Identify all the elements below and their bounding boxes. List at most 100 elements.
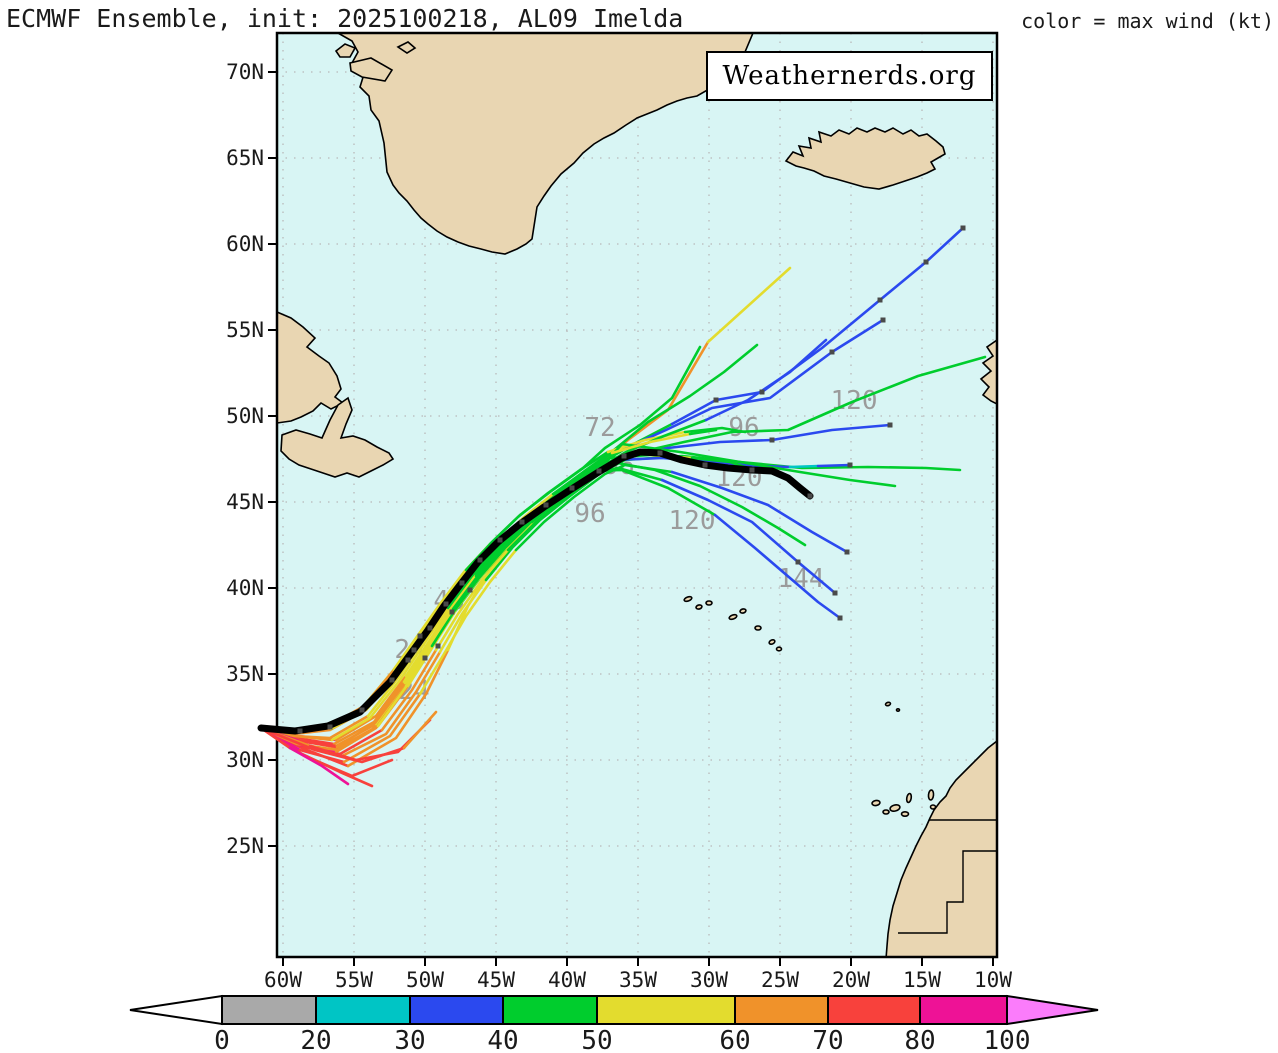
island <box>900 810 910 817</box>
map-frame <box>268 31 999 966</box>
track-marker <box>749 467 755 473</box>
colorbar-tick-label: 100 <box>983 1026 1031 1053</box>
ensemble-member-track <box>670 470 849 554</box>
lon-tick-label: 60W <box>264 968 302 992</box>
ensemble-member-track <box>706 266 792 344</box>
lat-tick-label: 50N <box>226 404 264 428</box>
lon-tick-label: 20W <box>832 968 870 992</box>
island <box>905 792 913 804</box>
lat-tick-label: 25N <box>226 834 264 858</box>
track-marker <box>769 437 775 443</box>
lon-tick-label: 15W <box>903 968 941 992</box>
lon-tick-label: 50W <box>406 968 444 992</box>
ensemble-member-track <box>606 430 687 454</box>
lon-tick-label: 40W <box>548 968 586 992</box>
colorbar-band <box>315 995 411 1025</box>
ensemble-member-track <box>335 681 407 749</box>
colorbar-tick-label: 30 <box>394 1026 426 1053</box>
colorbar-band <box>734 995 829 1025</box>
greenland-island <box>349 57 394 82</box>
ensemble-member-track <box>297 739 339 749</box>
track-marker <box>713 397 719 403</box>
track-marker <box>807 493 813 499</box>
track-marker <box>657 450 663 456</box>
track-marker <box>497 537 503 543</box>
track-marker <box>795 559 801 565</box>
colorbar-tick-label: 20 <box>300 1026 332 1053</box>
colorbar-tick-label: 0 <box>214 1026 230 1053</box>
ensemble-tracks <box>257 226 987 788</box>
newfoundland <box>280 396 395 478</box>
hour-label: 96 <box>574 499 605 529</box>
ensemble-member-track <box>484 355 987 582</box>
ensemble-member-track <box>346 648 450 768</box>
ensemble-member-track <box>446 468 717 610</box>
ensemble-member-track <box>332 680 406 746</box>
track-marker <box>459 580 465 586</box>
lon-tick-label: 55W <box>335 968 373 992</box>
ensemble-member-track <box>259 726 406 764</box>
colorbar-tick-label: 70 <box>812 1026 844 1053</box>
ensemble-member-track <box>551 451 614 496</box>
island <box>728 613 738 621</box>
ensemble-member-track <box>330 606 450 742</box>
ensemble-member-track <box>438 578 488 654</box>
lon-tick-label: 45W <box>477 968 515 992</box>
track-marker <box>880 317 886 323</box>
island <box>683 595 693 603</box>
island <box>739 608 747 614</box>
track-marker <box>621 453 627 459</box>
ensemble-member-track <box>402 710 438 750</box>
island <box>927 789 935 801</box>
ensemble-member-track <box>610 432 692 455</box>
lat-tick-label: 35N <box>226 662 264 686</box>
ensemble-member-track <box>506 460 807 552</box>
small-islands <box>683 595 937 817</box>
island <box>695 604 703 610</box>
ensemble-member-track <box>683 426 747 434</box>
wind-colorbar <box>129 994 1099 1026</box>
lat-tick-label: 30N <box>226 748 264 772</box>
track-marker <box>832 590 838 596</box>
track-marker <box>449 609 455 615</box>
lon-tick-label: 30W <box>690 968 728 992</box>
hour-label: 72 <box>584 413 615 443</box>
island <box>889 804 901 812</box>
ensemble-member-track <box>298 748 346 764</box>
greenland-island <box>334 43 357 58</box>
legend-note: color = max wind (kt) <box>1021 9 1274 33</box>
colorbar-band <box>409 995 504 1025</box>
ensemble-member-track <box>380 648 438 732</box>
track-marker <box>422 655 428 661</box>
greenland <box>336 33 754 255</box>
track-marker <box>887 422 893 428</box>
colorbar-right-arrow <box>1006 994 1099 1026</box>
island <box>871 799 881 807</box>
ensemble-member-track <box>788 464 820 469</box>
track-marker <box>759 389 765 395</box>
colorbar-band <box>502 995 598 1025</box>
track-marker <box>569 485 575 491</box>
lat-tick-label: 70N <box>226 60 264 84</box>
track-marker <box>837 615 843 621</box>
lat-tick-label: 45N <box>226 490 264 514</box>
island <box>705 600 713 606</box>
africa-borders <box>898 819 997 934</box>
track-marker <box>467 587 473 593</box>
lat-tick-label: 55N <box>226 318 264 342</box>
colorbar-band <box>919 995 1008 1025</box>
track-marker <box>443 601 449 607</box>
colorbar-tick-label: 60 <box>719 1026 751 1053</box>
track-marker <box>844 549 850 555</box>
lat-tick-label: 60N <box>226 232 264 256</box>
lon-tick-label: 35W <box>619 968 657 992</box>
colorbar-band <box>827 995 921 1025</box>
ensemble-member-track <box>688 428 718 436</box>
landmasses <box>277 33 997 957</box>
track-marker <box>923 259 929 265</box>
track-marker <box>435 643 441 649</box>
watermark-text: Weathernerds.org <box>722 61 977 91</box>
ireland-coast <box>979 339 997 405</box>
